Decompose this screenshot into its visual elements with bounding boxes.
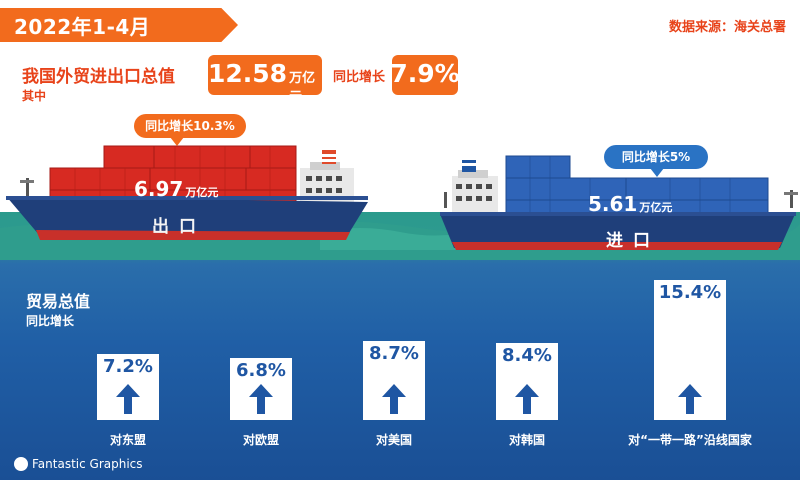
export-value-number: 6.97 [134, 177, 184, 201]
brand-footer: Fantastic Graphics [14, 457, 143, 471]
partner-bar-value: 8.7% [369, 343, 419, 364]
partner-label: 对韩国 [508, 433, 545, 447]
export-ship [6, 145, 368, 240]
growth-value-box: 7.9% [390, 55, 460, 95]
export-label: 出口 [152, 217, 206, 237]
partner-label: 对东盟 [109, 433, 146, 447]
partner-label: 对美国 [375, 433, 412, 447]
growth-label: 同比增长 [333, 70, 386, 85]
import-bubble-tail [650, 168, 664, 177]
partner-bar: 8.7% [363, 341, 425, 420]
partner-label: 对“一带一路”沿线国家 [628, 433, 752, 447]
of-which-label: 其中 [22, 89, 47, 103]
export-growth-bubble: 同比增长10.3% [134, 114, 246, 138]
partner-bar: 8.4% [496, 343, 558, 420]
import-ship [440, 155, 798, 250]
partner-bar-value: 15.4% [658, 282, 722, 303]
page-title: 2022年1-4月 [14, 15, 151, 39]
partner-bar-value: 8.4% [502, 345, 552, 366]
partner-bar-value: 7.2% [103, 356, 153, 377]
trade-section-subtitle: 同比增长 [26, 314, 75, 328]
trade-section-title: 贸易总值 [26, 292, 91, 311]
export-value: 6.97 万亿元 [134, 177, 218, 201]
brand-logo-icon [14, 457, 28, 471]
up-arrow-icon [382, 384, 406, 414]
up-arrow-icon [116, 384, 140, 414]
growth-value: 7.9% [390, 59, 460, 88]
data-source: 数据来源：海关总署 [668, 20, 786, 35]
export-value-unit: 万亿元 [185, 186, 219, 199]
total-value-box: 12.58 万亿元 [208, 55, 322, 105]
partner-bar: 7.2% [97, 354, 159, 420]
up-arrow-icon [515, 384, 539, 414]
total-value: 12.58 [208, 59, 288, 88]
import-value-number: 5.61 [588, 192, 638, 216]
up-arrow-icon [678, 384, 702, 414]
import-value-unit: 万亿元 [639, 201, 673, 214]
import-value: 5.61 万亿元 [588, 192, 672, 216]
export-bubble-tail [170, 137, 184, 146]
import-growth-bubble: 同比增长5% [604, 145, 708, 169]
brand-name: Fantastic Graphics [32, 457, 143, 471]
import-label: 进口 [606, 231, 660, 251]
total-trade-label: 我国外贸进出口总值 [22, 67, 175, 87]
partner-bar-value: 6.8% [236, 360, 286, 381]
partner-bar: 15.4% [654, 280, 726, 420]
up-arrow-icon [249, 384, 273, 414]
partner-bar: 6.8% [230, 358, 292, 420]
ships-illustration [0, 145, 800, 260]
partner-label: 对欧盟 [242, 433, 279, 447]
total-unit: 万亿元 [289, 71, 316, 105]
title-banner [0, 8, 238, 42]
